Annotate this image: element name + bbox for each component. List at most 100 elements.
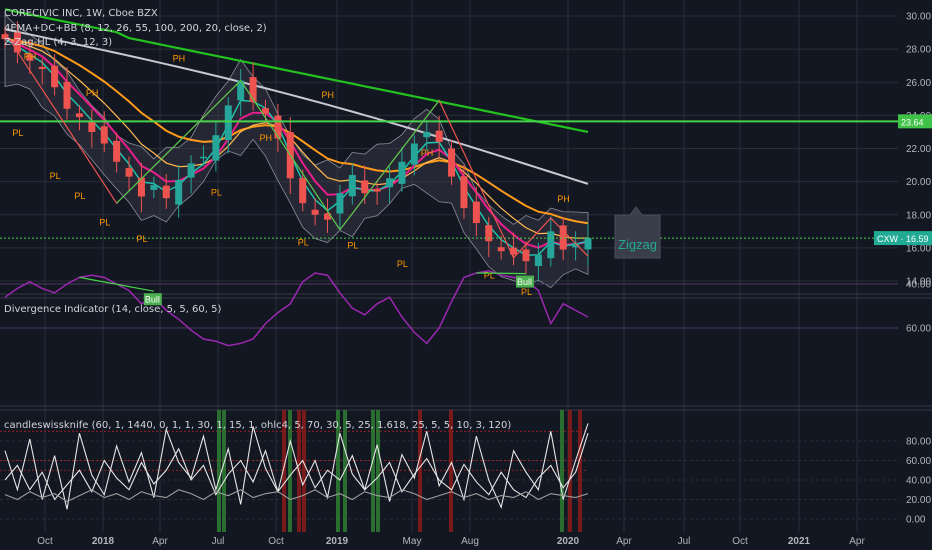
signal-column: [376, 410, 380, 532]
candle-body: [522, 249, 530, 262]
bull-label: Bull: [517, 277, 532, 287]
x-tick-label: Oct: [37, 536, 53, 547]
indicator-label-zigzag[interactable]: Z-Zag-HL (4, 3, 12, 3): [4, 37, 112, 48]
x-tick-label: Oct: [732, 536, 748, 547]
pivot-low-label: PL: [99, 217, 110, 227]
x-tick-label: Apr: [616, 536, 632, 547]
pivot-low-label: PL: [211, 188, 222, 198]
candle-body: [1, 34, 9, 40]
pivot-high-label: PH: [86, 88, 99, 98]
candle-body: [88, 121, 96, 132]
indicator-label-ema[interactable]: 4EMA+DC+BB (8, 12, 26, 55, 100, 200, 20,…: [4, 23, 267, 34]
chart-title: CORECIVIC INC, 1W, Cboe BZX: [4, 8, 158, 19]
x-tick-label: Apr: [152, 536, 168, 547]
signal-column: [568, 410, 572, 532]
y-tick-label: 60.00: [906, 324, 931, 335]
candle-body: [559, 225, 567, 250]
bull-divergence-line: [476, 272, 526, 275]
ema-100-line: [4, 28, 589, 185]
y-tick-label: 26.00: [906, 78, 931, 89]
swissknife-title[interactable]: candleswissknife (60, 1, 1440, 0, 1, 1, …: [4, 420, 511, 431]
candle-body: [113, 140, 121, 162]
candle-body: [100, 126, 108, 144]
pivot-low-label: PL: [136, 234, 147, 244]
candle-body: [237, 80, 245, 101]
zigzag-annotation[interactable]: Zigzag: [614, 206, 661, 259]
signal-column: [418, 410, 422, 532]
candle-body: [336, 193, 344, 214]
y-tick-label: 40.00: [906, 280, 931, 291]
y-tick-label: 14.00: [906, 277, 931, 288]
candle-body: [274, 115, 282, 139]
candle-body: [26, 54, 34, 61]
pivot-high-label: PH: [322, 90, 335, 100]
signal-column: [302, 410, 306, 532]
signal-column: [371, 410, 375, 532]
signal-column: [288, 410, 292, 532]
oscillator-line: [4, 489, 589, 503]
candle-body: [324, 213, 332, 220]
x-tick-label: Oct: [268, 536, 284, 547]
signal-column: [217, 410, 221, 532]
pivot-high-label: PH: [421, 148, 434, 158]
signal-column: [578, 410, 582, 532]
candle-body: [162, 185, 170, 199]
candle-body: [224, 105, 232, 141]
candle-body: [311, 209, 319, 215]
signal-column: [222, 410, 226, 532]
candle-body: [125, 168, 133, 177]
pivot-low-label: PL: [484, 270, 495, 280]
ema-12-line: [4, 38, 589, 249]
candle-body: [510, 247, 518, 255]
price-badge-label: CXW · 16.59: [877, 234, 929, 244]
y-tick-label: 16.00: [906, 243, 931, 254]
candle-body: [51, 65, 59, 88]
candle-body: [460, 176, 468, 209]
candle-body: [386, 178, 394, 188]
pivot-low-label: PL: [74, 191, 85, 201]
x-tick-label: 2018: [92, 536, 115, 547]
candle-body: [348, 175, 356, 197]
candle-body: [137, 177, 145, 197]
candle-body: [423, 131, 431, 138]
zigzag-line-green: [116, 79, 440, 231]
ema-55-line: [4, 38, 589, 225]
zigzag-annotation-label: Zigzag: [618, 237, 657, 252]
x-tick-label: Jul: [212, 536, 225, 547]
candle-body: [38, 66, 46, 69]
pivot-low-label: PL: [298, 237, 309, 247]
candle-body: [398, 161, 406, 184]
y-tick-label: 0.00: [906, 515, 926, 526]
divergence-title[interactable]: Divergence Indicator (14, close, 5, 5, 6…: [4, 304, 222, 315]
candle-body: [584, 238, 592, 250]
candle-body: [485, 225, 493, 242]
pivot-low-label: PL: [397, 259, 408, 269]
signal-column: [336, 410, 340, 532]
candle-body: [75, 113, 83, 118]
candle-body: [547, 231, 555, 259]
pivot-high-label: PH: [24, 52, 37, 62]
candle-body: [373, 188, 381, 192]
candle-body: [199, 156, 207, 159]
candle-body: [212, 135, 220, 161]
pivot-low-label: PL: [521, 287, 532, 297]
y-tick-label: 40.00: [906, 476, 931, 487]
candle-body: [13, 32, 21, 53]
pivot-low-label: PL: [347, 241, 358, 251]
x-tick-label: Aug: [461, 536, 479, 547]
y-tick-label: 18.00: [906, 210, 931, 221]
signal-column: [282, 410, 286, 532]
x-tick-label: Apr: [849, 536, 865, 547]
candle-body: [249, 77, 257, 103]
bull-badge: [515, 275, 534, 288]
candle-body: [410, 143, 418, 165]
y-tick-label: 80.00: [906, 437, 931, 448]
pivot-high-label: PH: [259, 133, 272, 143]
price-badge: [898, 114, 932, 129]
bull-label: Bull: [145, 295, 160, 305]
y-tick-label: 28.00: [906, 45, 931, 56]
signal-column: [449, 410, 453, 532]
candle-body: [63, 81, 71, 109]
